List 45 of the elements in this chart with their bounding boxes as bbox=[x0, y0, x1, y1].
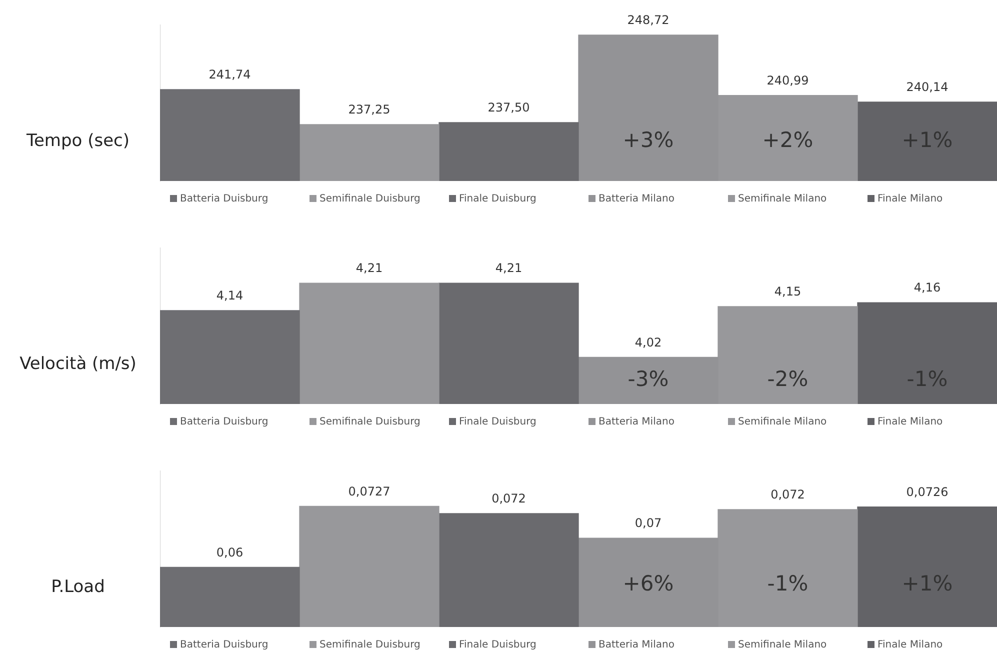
legend-label: Semifinale Milano bbox=[738, 640, 827, 651]
legend-label: Finale Milano bbox=[878, 416, 943, 428]
legend-label: Finale Duisburg bbox=[459, 194, 536, 205]
data-label: 4,21 bbox=[495, 261, 522, 276]
legend-label: Finale Milano bbox=[878, 640, 943, 651]
data-label: 0,0726 bbox=[906, 484, 948, 499]
annotation: -3% bbox=[628, 367, 669, 392]
y-axis-title: Velocità (m/s) bbox=[18, 354, 138, 374]
data-label: 4,21 bbox=[356, 261, 383, 276]
legend-label: Semifinale Milano bbox=[738, 416, 827, 428]
legend-label: Finale Duisburg bbox=[459, 640, 536, 651]
legend-label: Semifinale Duisburg bbox=[320, 640, 420, 651]
data-label: 241,74 bbox=[208, 68, 251, 82]
y-axis-title: P.Load bbox=[50, 577, 106, 597]
annotation: -1% bbox=[767, 571, 808, 596]
legend-label: Semifinale Milano bbox=[738, 194, 827, 205]
legend-label: Batteria Duisburg bbox=[180, 194, 268, 205]
data-label: 4,16 bbox=[914, 280, 941, 295]
legend-label: Semifinale Duisburg bbox=[320, 194, 420, 205]
data-label: 0,072 bbox=[492, 492, 526, 506]
legend-label: Finale Duisburg bbox=[459, 416, 536, 428]
legend-label: Semifinale Duisburg bbox=[320, 416, 420, 428]
data-label: 4,02 bbox=[634, 335, 662, 350]
data-label: 248,72 bbox=[627, 13, 670, 28]
data-label: 4,15 bbox=[774, 284, 802, 299]
legend-label: Batteria Milano bbox=[598, 416, 674, 428]
annotation: -2% bbox=[767, 367, 808, 392]
y-axis-title: Tempo (sec) bbox=[25, 131, 131, 151]
legend-label: Batteria Duisburg bbox=[180, 416, 268, 428]
data-label: 0,07 bbox=[634, 516, 662, 530]
annotation: +6% bbox=[622, 571, 674, 596]
legend-label: Finale Milano bbox=[878, 194, 943, 205]
annotation: +3% bbox=[622, 128, 674, 152]
legend-label: Batteria Duisburg bbox=[180, 640, 268, 651]
annotation: +2% bbox=[762, 128, 814, 152]
data-label: 240,99 bbox=[766, 73, 809, 88]
data-label: 0,06 bbox=[216, 545, 244, 560]
data-label: 0,072 bbox=[770, 488, 805, 502]
data-label: 237,25 bbox=[348, 102, 390, 117]
data-label: 4,14 bbox=[216, 288, 244, 303]
legend-label: Batteria Milano bbox=[598, 194, 674, 205]
data-label: 240,14 bbox=[906, 80, 948, 94]
legend-label: Batteria Milano bbox=[598, 640, 674, 651]
data-label: 0,0727 bbox=[348, 484, 390, 498]
data-label: 237,50 bbox=[488, 100, 530, 115]
